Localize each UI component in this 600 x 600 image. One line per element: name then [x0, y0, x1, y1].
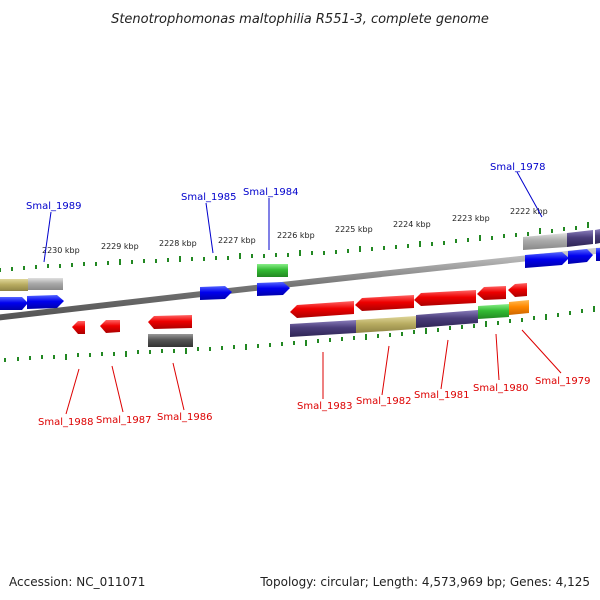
- label-smal-1984[interactable]: Smal_1984: [243, 187, 298, 198]
- feature-gray-1978[interactable]: [523, 233, 567, 250]
- label-smal-1979[interactable]: Smal_1979: [535, 376, 590, 387]
- gene-smal-1978[interactable]: [525, 252, 569, 268]
- gene-smal-1987[interactable]: [100, 320, 120, 333]
- gene-smal-1985[interactable]: [200, 286, 232, 300]
- feature-green-1980[interactable]: [478, 304, 509, 319]
- gene-smal-1976[interactable]: [596, 248, 600, 261]
- feature-green-1984[interactable]: [257, 264, 288, 277]
- gene-smal-1980[interactable]: [477, 286, 506, 300]
- reverse-feature-blocks: [148, 300, 529, 347]
- reverse-genes: [72, 283, 527, 334]
- scale-label-2226: 2226 kbp: [277, 231, 315, 240]
- feature-orange-1979[interactable]: [509, 300, 529, 315]
- gene-smal-1982[interactable]: [355, 295, 414, 311]
- gene-smal-1989[interactable]: [27, 295, 64, 309]
- scale-label-2229: 2229 kbp: [101, 242, 139, 251]
- feature-dark-1986[interactable]: [148, 334, 193, 347]
- upper-scale-ticks: [0, 222, 589, 272]
- label-smal-1989[interactable]: Smal_1989: [26, 201, 81, 212]
- gene-smal-1983[interactable]: [290, 301, 354, 318]
- lower-scale-ticks: [4, 306, 595, 362]
- feature-khaki-left[interactable]: [0, 279, 28, 291]
- accession-text: Accession: NC_011071: [9, 575, 145, 589]
- genome-info-text: Topology: circular; Length: 4,573,969 bp…: [259, 575, 590, 589]
- label-smal-1981[interactable]: Smal_1981: [414, 390, 469, 401]
- feature-khaki-1982[interactable]: [356, 316, 416, 333]
- scale-label-2225: 2225 kbp: [335, 225, 373, 234]
- scale-label-2228: 2228 kbp: [159, 239, 197, 248]
- label-smal-1987[interactable]: Smal_1987: [96, 415, 151, 426]
- scale-label-2227: 2227 kbp: [218, 236, 256, 245]
- scale-label-2223: 2223 kbp: [452, 214, 490, 223]
- label-smal-1988[interactable]: Smal_1988: [38, 417, 93, 428]
- map-title: Stenotrophomonas maltophilia R551-3, com…: [111, 12, 489, 27]
- feature-indigo-1976[interactable]: [595, 229, 600, 244]
- gene-smal-1990[interactable]: [0, 297, 28, 310]
- gene-smal-1988[interactable]: [72, 321, 85, 334]
- gene-smal-1977[interactable]: [568, 249, 593, 264]
- feature-indigo-1977[interactable]: [567, 230, 593, 247]
- forward-genes: [0, 248, 600, 310]
- label-smal-1983[interactable]: Smal_1983: [297, 401, 352, 412]
- scale-label-2230: 2230 kbp: [42, 246, 80, 255]
- genome-backbone: [0, 247, 600, 321]
- gene-smal-1984[interactable]: [257, 282, 290, 296]
- feature-indigo-1981[interactable]: [416, 310, 478, 328]
- feature-gray-left[interactable]: [28, 278, 63, 290]
- forward-feature-blocks: [0, 229, 600, 291]
- reverse-gene-labels: Smal_1988 Smal_1987 Smal_1986 Smal_1983 …: [38, 376, 590, 428]
- scale-label-2224: 2224 kbp: [393, 220, 431, 229]
- feature-indigo-1983[interactable]: [290, 320, 356, 337]
- label-smal-1978[interactable]: Smal_1978: [490, 162, 545, 173]
- gene-smal-1981[interactable]: [414, 290, 476, 306]
- label-smal-1985[interactable]: Smal_1985: [181, 192, 236, 203]
- reverse-leader-lines: [65, 329, 562, 415]
- forward-leader-lines: [43, 171, 543, 263]
- gene-smal-1979[interactable]: [508, 283, 527, 297]
- label-smal-1986[interactable]: Smal_1986: [157, 412, 212, 423]
- forward-gene-labels: Smal_1989 Smal_1985 Smal_1984 Smal_1978: [26, 162, 545, 212]
- label-smal-1982[interactable]: Smal_1982: [356, 396, 411, 407]
- gene-smal-1986[interactable]: [148, 315, 192, 329]
- scale-labels: 2230 kbp 2229 kbp 2228 kbp 2227 kbp 2226…: [42, 207, 548, 255]
- label-smal-1980[interactable]: Smal_1980: [473, 383, 528, 394]
- scale-label-2222: 2222 kbp: [510, 207, 548, 216]
